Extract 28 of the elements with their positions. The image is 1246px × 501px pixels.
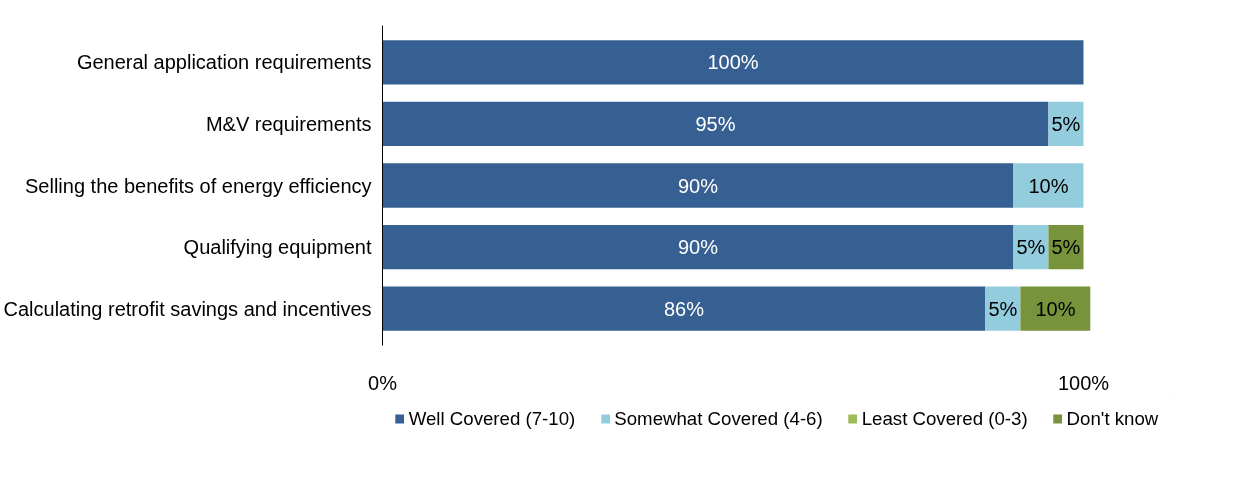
y-tick-label: Qualifying equipment: [183, 236, 372, 259]
y-tick-label: Selling the benefits of energy efficiency: [24, 174, 372, 197]
bar: [382, 224, 1014, 270]
data-label: 5%: [1051, 112, 1081, 135]
data-label: 100%: [707, 51, 759, 74]
bar: [1013, 163, 1084, 208]
legend-label: Don't know: [1066, 407, 1159, 430]
legend-label: Somewhat Covered (4-6): [614, 407, 823, 430]
y-tick-label: M&V requirements: [205, 112, 372, 135]
data-label: 5%: [1051, 236, 1081, 259]
bar: [382, 163, 1014, 208]
x-tick-label: 0%: [368, 371, 398, 394]
data-label: 90%: [677, 236, 719, 259]
data-label: 5%: [1016, 236, 1046, 259]
data-label: 10%: [1028, 174, 1069, 197]
bar: [382, 101, 1049, 147]
y-tick-label: General application requirements: [76, 51, 372, 74]
data-label: 95%: [695, 112, 736, 135]
legend-label: Well Covered (7-10): [408, 407, 576, 430]
data-label: 10%: [1035, 297, 1076, 320]
bar: [1020, 286, 1091, 331]
data-label: 5%: [988, 297, 1018, 320]
legend-label: Least Covered (0-3): [861, 407, 1028, 430]
y-tick-label: Calculating retrofit savings and incentives: [3, 297, 372, 320]
data-label: 86%: [663, 297, 705, 320]
bar: [382, 40, 1084, 85]
data-label: 90%: [677, 174, 719, 197]
bar: [382, 286, 986, 331]
